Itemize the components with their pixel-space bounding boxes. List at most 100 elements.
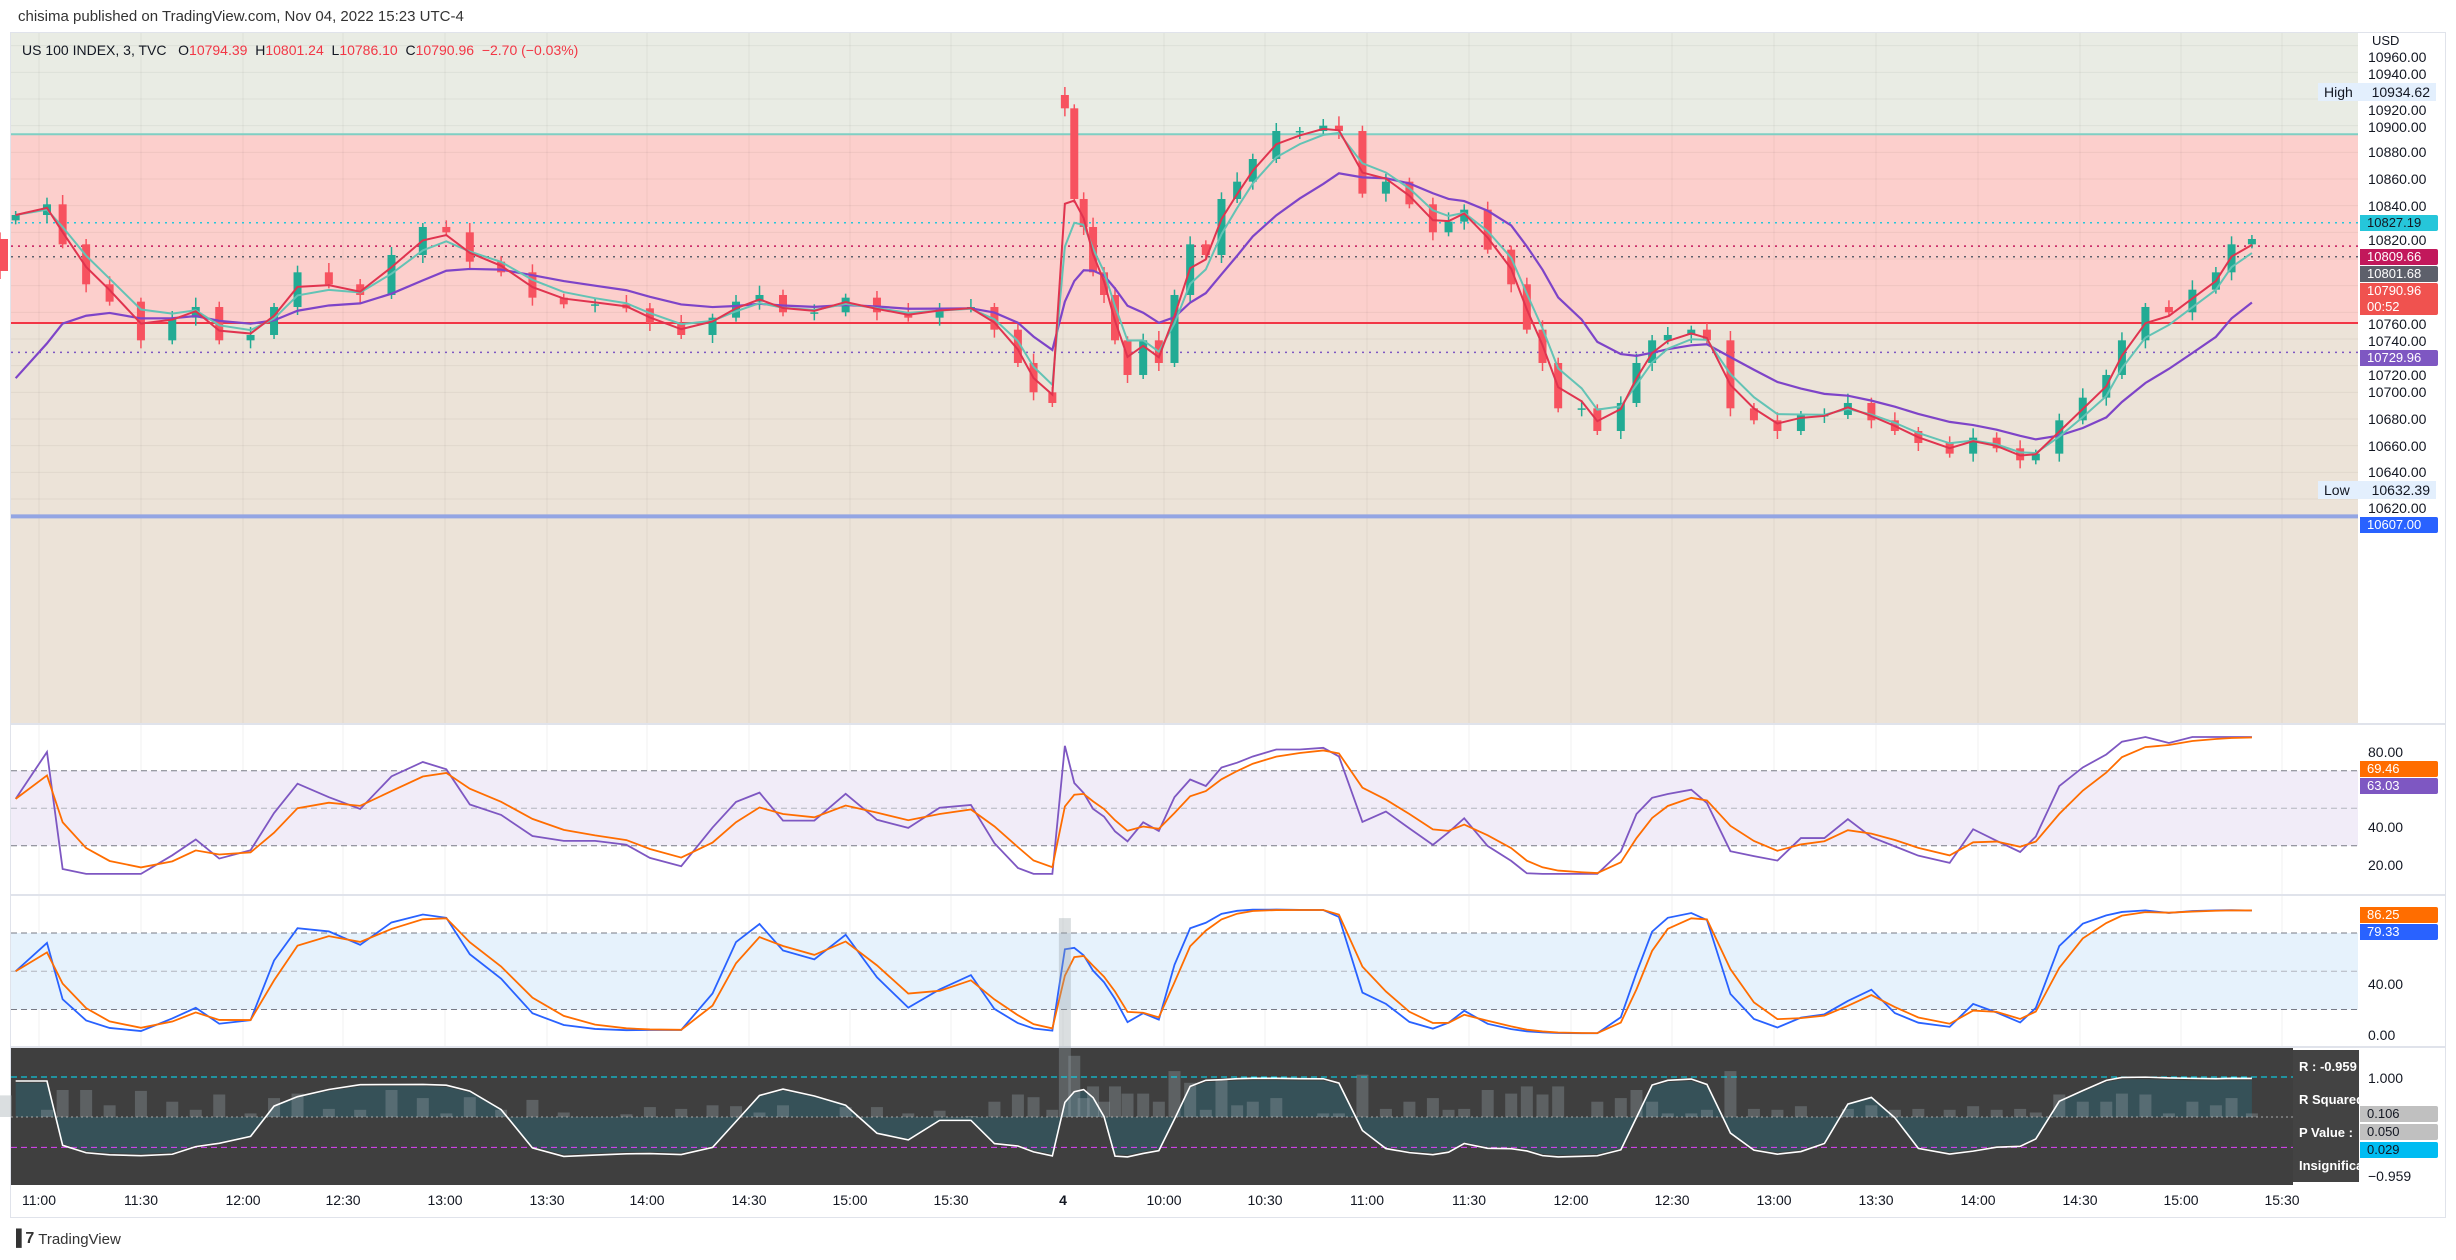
volume-bar <box>1943 1109 1956 1117</box>
price-tag: 10809.66 <box>2360 248 2438 265</box>
volume-bar <box>463 1097 476 1117</box>
rsi-tag: 63.03 <box>2360 778 2438 794</box>
price-tag: 10790.96 00:52 <box>2360 282 2438 315</box>
volume-bar <box>1121 1093 1134 1117</box>
tooltip-significance: Insignificant <box>2299 1158 2359 1173</box>
volume-bar <box>1724 1071 1737 1117</box>
volume-bar <box>385 1090 398 1117</box>
price-tick-label: 10820.00 <box>2368 231 2427 248</box>
chart-frame <box>10 32 2446 1218</box>
volume-bar <box>1403 1101 1416 1117</box>
stoch-k-line <box>15 908 2252 1035</box>
price-tick-label: 10700.00 <box>2368 384 2427 401</box>
volume-bar <box>268 1098 281 1117</box>
volume-bar <box>40 1109 53 1117</box>
volume-bar <box>80 1090 93 1117</box>
volume-bar <box>2029 1112 2042 1117</box>
price-tick-label: 10620.00 <box>2368 500 2427 517</box>
volume-bar <box>2076 1101 2089 1117</box>
candle <box>215 301 224 345</box>
price-tag: 10607.00 <box>2360 517 2438 534</box>
time-tick-label: 12:00 <box>1553 1192 1589 1208</box>
volume-bar <box>166 1101 179 1117</box>
candle <box>168 310 177 345</box>
volume-bar <box>1011 1094 1024 1117</box>
currency-label[interactable]: USD <box>2372 33 2400 48</box>
volume-bar <box>1630 1090 1643 1117</box>
open-value: 10794.39 <box>189 42 248 58</box>
zone-upper <box>11 33 2358 135</box>
time-tick-label: 10:00 <box>1146 1192 1182 1208</box>
candle <box>1616 396 1625 439</box>
price-tick-label: 10860.00 <box>2368 170 2427 187</box>
candle <box>2164 300 2173 317</box>
time-tick-label: 11:00 <box>1350 1192 1384 1208</box>
candle <box>11 210 20 225</box>
volume-bar <box>557 1112 570 1117</box>
volume-bar <box>1865 1105 1878 1117</box>
volume-bar <box>1458 1108 1471 1117</box>
volume-bar <box>2115 1093 2128 1117</box>
volume-bar <box>1700 1109 1713 1117</box>
candle <box>1577 400 1586 417</box>
price-tick-label: 10660.00 <box>2368 437 2427 454</box>
candle <box>1233 172 1242 203</box>
volume-bar <box>244 1113 257 1117</box>
volume-bar <box>213 1094 226 1117</box>
candle <box>2247 234 2256 249</box>
rsi-tick-label: 40.00 <box>2368 819 2404 835</box>
volume-bar <box>189 1109 202 1117</box>
correlation-tooltip: R : -0.959 R Squared P Value : Insignifi… <box>2293 1050 2359 1182</box>
candle <box>591 297 600 313</box>
candle <box>1170 289 1179 367</box>
price-tick-label: 10720.00 <box>2368 366 2427 383</box>
time-tick-label: 12:30 <box>1654 1192 1690 1208</box>
candle <box>1358 125 1367 198</box>
volume-bar <box>1356 1074 1369 1117</box>
rsi-ma-line <box>15 736 2252 874</box>
candle <box>1773 412 1782 439</box>
time-tick-label: 15:30 <box>933 1192 969 1208</box>
volume-bar <box>1747 1108 1760 1117</box>
candle <box>1070 104 1079 203</box>
volume-bar <box>1990 1109 2003 1117</box>
correlation-area <box>15 1079 2252 1155</box>
volume-bar <box>322 1108 335 1117</box>
candle <box>1079 192 1088 235</box>
volume-bar <box>643 1107 656 1117</box>
price-tick-label: 10680.00 <box>2368 410 2427 427</box>
volume-bar <box>103 1105 116 1117</box>
volume-bar <box>988 1101 1001 1117</box>
volume-bar <box>1771 1109 1784 1117</box>
tradingview-logo: ▌7 <box>16 1230 34 1247</box>
symbol-name[interactable]: US 100 INDEX, 3, TVC <box>22 42 167 58</box>
ema-slow-line <box>15 131 2253 455</box>
price-tick-label: 10920.00 <box>2368 102 2427 118</box>
candle <box>1969 428 1978 462</box>
candle <box>779 289 787 317</box>
time-tick-label: 13:00 <box>1756 1192 1792 1208</box>
time-tick-label: 12:00 <box>225 1192 261 1208</box>
high-value: 10801.24 <box>265 42 324 58</box>
volume-bar <box>1646 1101 1659 1117</box>
volume-bar <box>526 1099 539 1117</box>
volume-bar <box>134 1090 147 1117</box>
time-tick-label: 15:00 <box>832 1192 868 1208</box>
volume-bar <box>2186 1101 2199 1117</box>
candle <box>1867 397 1876 429</box>
time-tick-label: 11:30 <box>124 1192 158 1208</box>
rsi-line <box>14 736 2252 875</box>
candle <box>58 194 67 249</box>
candle <box>0 232 8 279</box>
volume-bar <box>1108 1086 1121 1117</box>
volume-bar <box>2162 1113 2175 1117</box>
candle <box>293 265 302 315</box>
candle <box>1460 204 1469 230</box>
candle <box>528 264 537 306</box>
time-tick-label: 11:00 <box>22 1192 56 1208</box>
candle <box>559 293 568 309</box>
candle <box>1334 116 1343 139</box>
volume-bar <box>1270 1098 1283 1117</box>
brand-name[interactable]: TradingView <box>38 1230 121 1248</box>
